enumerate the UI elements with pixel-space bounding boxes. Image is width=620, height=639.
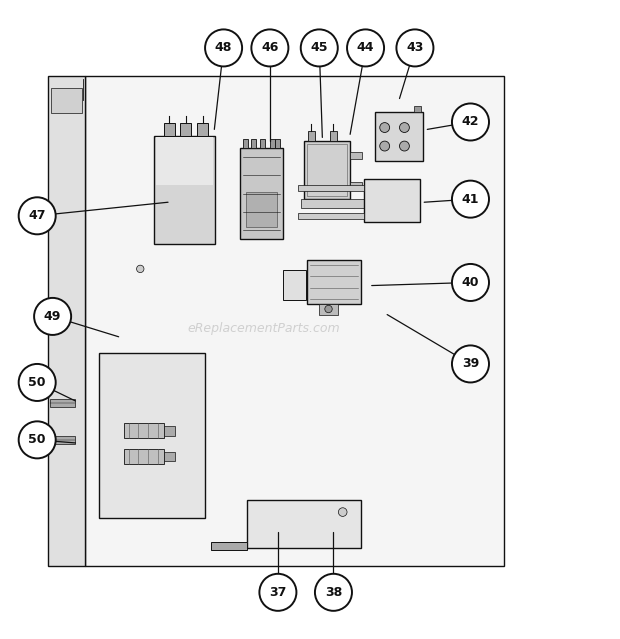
Bar: [304, 141, 350, 199]
Bar: [85, 75, 505, 566]
Circle shape: [452, 264, 489, 301]
Text: 47: 47: [29, 210, 46, 222]
Text: 39: 39: [462, 357, 479, 371]
Text: 50: 50: [29, 376, 46, 389]
Bar: [154, 136, 215, 244]
Circle shape: [379, 141, 389, 151]
Bar: [350, 183, 363, 190]
Bar: [308, 130, 315, 141]
Circle shape: [379, 123, 389, 132]
Text: 38: 38: [325, 586, 342, 599]
Bar: [330, 130, 337, 141]
Text: 42: 42: [462, 116, 479, 128]
Bar: [241, 148, 283, 239]
Text: 46: 46: [261, 42, 278, 54]
Bar: [242, 139, 247, 148]
Bar: [246, 192, 277, 227]
Bar: [365, 179, 420, 222]
Bar: [156, 137, 213, 185]
Circle shape: [251, 29, 288, 66]
Bar: [375, 112, 423, 162]
Bar: [275, 139, 280, 148]
Bar: [197, 123, 208, 136]
Bar: [307, 259, 361, 304]
Bar: [414, 106, 421, 112]
Circle shape: [452, 346, 489, 383]
Bar: [50, 436, 75, 444]
Circle shape: [399, 141, 409, 151]
Bar: [48, 75, 85, 566]
Circle shape: [315, 574, 352, 611]
Text: 50: 50: [29, 433, 46, 447]
Circle shape: [399, 123, 409, 132]
Bar: [301, 199, 372, 208]
Circle shape: [136, 265, 144, 273]
Bar: [350, 151, 363, 159]
Text: 43: 43: [406, 42, 423, 54]
Circle shape: [259, 574, 296, 611]
Circle shape: [205, 29, 242, 66]
Bar: [298, 213, 365, 219]
Bar: [247, 500, 361, 548]
Bar: [307, 144, 347, 196]
Text: 37: 37: [269, 586, 286, 599]
Bar: [99, 353, 205, 518]
Bar: [260, 139, 265, 148]
Bar: [123, 423, 164, 438]
Circle shape: [347, 29, 384, 66]
Circle shape: [325, 305, 332, 312]
Circle shape: [452, 181, 489, 218]
Bar: [180, 123, 192, 136]
Bar: [319, 304, 338, 315]
Bar: [211, 542, 247, 550]
Circle shape: [301, 29, 338, 66]
Text: 44: 44: [356, 42, 374, 54]
Bar: [270, 139, 275, 148]
Bar: [283, 270, 306, 300]
Circle shape: [396, 29, 433, 66]
Circle shape: [19, 364, 56, 401]
Text: 49: 49: [44, 310, 61, 323]
Text: 48: 48: [215, 42, 232, 54]
Text: 41: 41: [462, 192, 479, 206]
Text: 45: 45: [311, 42, 328, 54]
Circle shape: [452, 104, 489, 141]
Bar: [164, 426, 175, 436]
Bar: [164, 123, 175, 136]
Text: 40: 40: [462, 276, 479, 289]
Text: eReplacementParts.com: eReplacementParts.com: [187, 322, 340, 335]
Bar: [123, 449, 164, 464]
Bar: [51, 88, 82, 112]
Bar: [164, 452, 175, 461]
Bar: [251, 139, 256, 148]
Circle shape: [34, 298, 71, 335]
Circle shape: [19, 197, 56, 235]
Bar: [298, 185, 365, 191]
Bar: [50, 399, 75, 407]
Circle shape: [339, 508, 347, 516]
Circle shape: [19, 421, 56, 458]
